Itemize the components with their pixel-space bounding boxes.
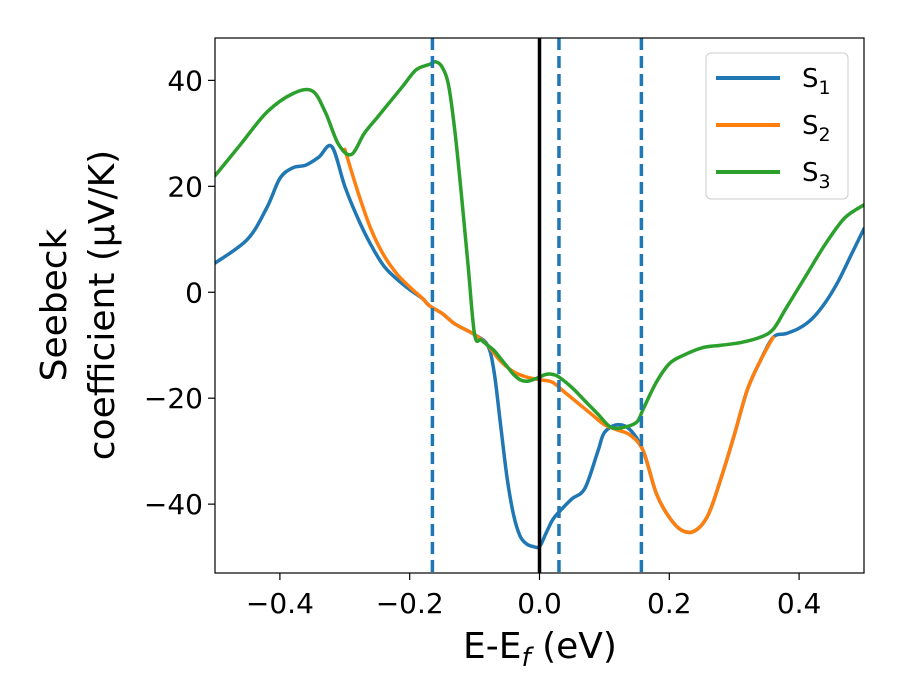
y-tick-label: 20 xyxy=(167,170,203,203)
legend-label-s2: S2 xyxy=(802,111,831,146)
x-tick-label: −0.4 xyxy=(246,587,314,620)
series-line-s3 xyxy=(215,60,864,431)
y-tick-label: −40 xyxy=(144,488,203,521)
y-tick-label: −20 xyxy=(144,382,203,415)
vline-layer xyxy=(430,38,644,573)
legend-label-s1: S1 xyxy=(802,64,831,99)
x-axis-ticks: −0.4 −0.2 0.0 0.2 0.4 xyxy=(246,573,821,620)
x-tick-label: −0.2 xyxy=(376,587,444,620)
y-tick-label: 0 xyxy=(185,276,203,309)
x-axis-title: E-Ef (eV) xyxy=(463,626,617,673)
plot-area xyxy=(214,37,865,574)
y-tick-label: 40 xyxy=(167,64,203,97)
y-axis-ticks: −40 −20 0 20 40 xyxy=(144,64,215,521)
x-tick-label: 0.2 xyxy=(647,587,692,620)
x-tick-label: 0.0 xyxy=(517,587,562,620)
legend: S1 S2 S3 xyxy=(705,52,849,200)
y-axis-title-line2: coefficient (μV/K) xyxy=(82,150,123,460)
y-axis-title-line1: Seebeck xyxy=(34,228,75,381)
y-axis-title: Seebeck coefficient (μV/K) xyxy=(34,150,123,460)
legend-label-s3: S3 xyxy=(802,158,831,193)
x-tick-label: 0.4 xyxy=(777,587,822,620)
